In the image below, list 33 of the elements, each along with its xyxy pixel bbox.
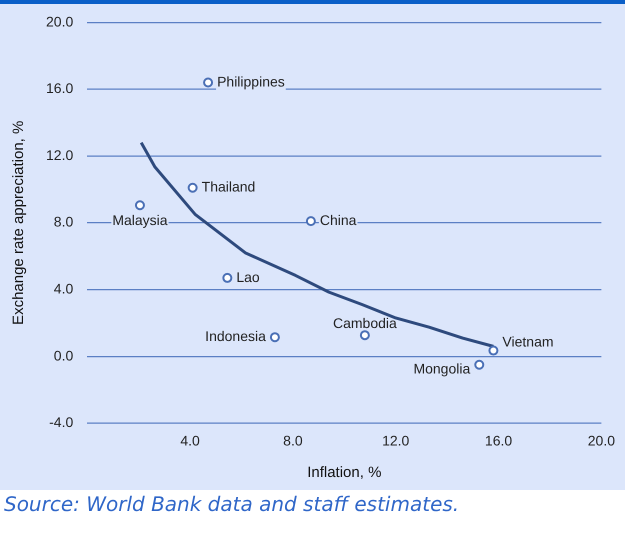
series-label: Lao [236,268,260,285]
x-tick-label: 8.0 [283,432,303,448]
y-tick-label: -4.0 [49,414,74,430]
y-tick-label: 20.0 [46,13,74,30]
y-axis-title: Exchange rate appreciation, % [10,120,28,325]
x-axis-title: Inflation, % [307,464,382,482]
point [306,216,316,226]
point [360,330,370,340]
series-label: China [320,212,357,228]
x-tick-label: 12.0 [382,432,410,448]
series-label: Malaysia [112,212,168,228]
x-tick-label: 16.0 [484,432,512,448]
series-label: Vietnam [502,333,554,350]
y-tick-label: 16.0 [46,80,74,96]
point [203,78,214,88]
series-label: Thailand [202,178,256,195]
point [488,346,498,356]
series-label: Cambodia [332,314,397,331]
point [222,272,232,283]
x-tick-label: 4.0 [180,432,200,448]
y-tick-label: 0.0 [54,347,74,364]
y-tick-label: 8.0 [54,214,74,230]
series-label: Indonesia [205,328,266,344]
y-tick-label: 12.0 [46,146,74,163]
source-note: Source: World Bank data and staff estimates. [4,492,460,516]
series-label: Mongolia [413,360,470,376]
point [474,360,484,370]
point [270,332,280,342]
point [134,200,145,210]
y-tick-label: 4.0 [54,280,74,296]
series-label: Philippines [217,73,285,90]
point [188,182,198,193]
x-tick-label: 20.0 [588,432,616,448]
